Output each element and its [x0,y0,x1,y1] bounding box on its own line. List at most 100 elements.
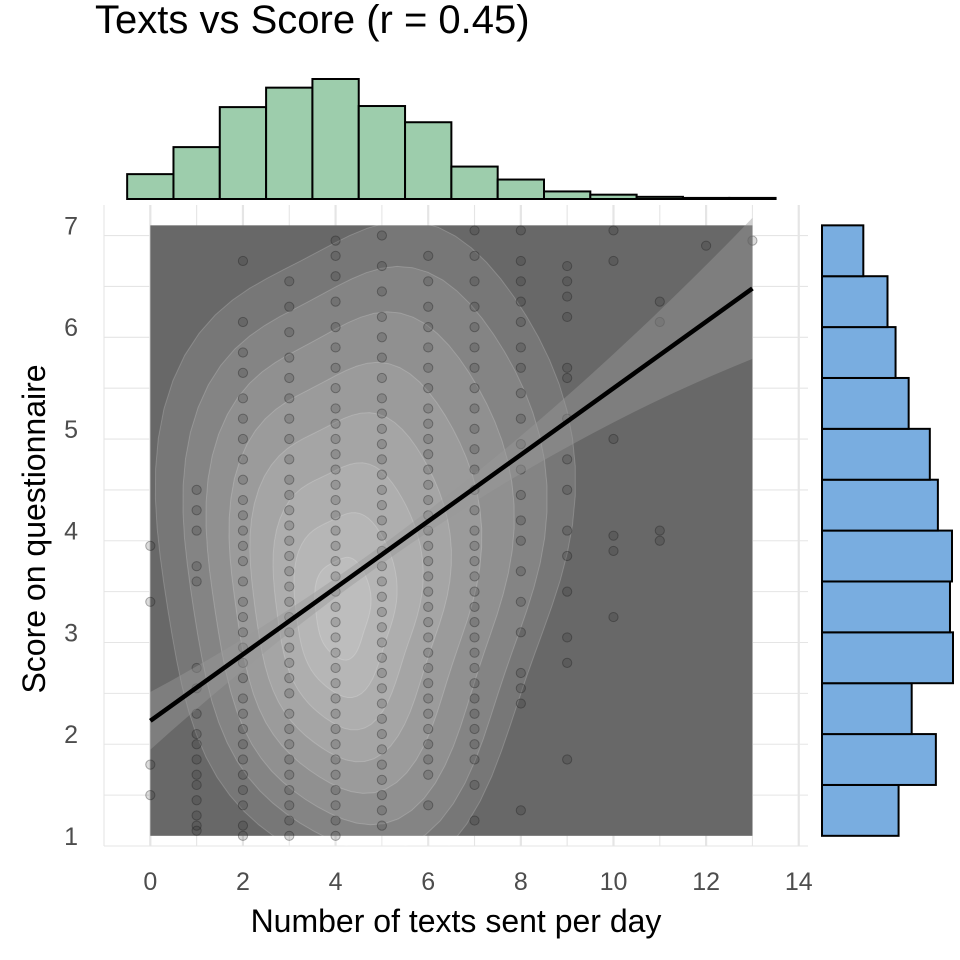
data-point [284,739,295,750]
data-point [469,225,480,236]
data-point [423,383,434,394]
density-contours [150,220,753,846]
data-point [330,296,341,307]
y-hist-bar [821,427,931,481]
data-point [376,698,387,709]
data-point [330,632,341,643]
data-point [608,530,619,541]
data-point [237,739,249,750]
data-point [608,433,619,445]
data-point [330,449,341,460]
data-point [469,662,480,674]
data-point [284,688,295,699]
x-hist-bar [450,165,499,200]
data-point [515,362,526,373]
data-point [284,352,295,363]
data-point [562,586,573,597]
x-hist-bar [404,121,453,200]
data-point [423,342,434,353]
chart-title: Texts vs Score (r = 0.45) [95,0,530,42]
data-point [423,662,434,674]
data-point [515,535,526,546]
data-point [376,515,387,526]
x-tick-label: 12 [692,868,720,896]
data-point [562,657,573,668]
data-point [284,489,295,501]
data-point [330,754,341,765]
data-point [376,561,387,572]
x-axis-title: Number of texts sent per day [251,903,662,939]
data-point [237,540,249,551]
data-point [423,754,434,765]
y-tick-label: 6 [64,314,78,342]
y-hist-bar [821,478,939,532]
data-point [237,673,249,684]
data-point [376,372,387,384]
data-point [469,321,480,333]
data-point [376,591,387,602]
data-point [376,500,387,511]
x-hist-bar [728,196,777,200]
data-point [469,403,480,414]
data-point [423,464,434,475]
data-point [515,413,526,424]
data-point [330,479,341,490]
data-point [330,693,341,704]
y-tick-label: 7 [64,212,78,240]
data-point [237,576,249,587]
x-axis: 0 2 4 6 8 10 12 14 [143,868,812,896]
data-point [330,601,341,612]
y-hist-bar [821,326,897,379]
x-hist-bar [265,86,314,200]
data-point [284,800,295,811]
data-point [376,393,387,404]
data-point [469,444,480,455]
data-point [423,449,434,460]
data-point [330,540,341,551]
data-point [284,301,295,312]
data-point [515,667,526,679]
data-point [237,611,249,623]
density-level [154,220,576,846]
confidence-band [150,217,753,750]
data-point [562,525,573,536]
x-hist-bar [635,195,684,201]
data-point [237,784,249,796]
y-tick-label: 3 [64,619,78,647]
data-point [608,225,619,236]
data-point [191,779,202,791]
data-point [654,535,665,546]
data-point [284,673,295,684]
data-point [469,815,480,826]
data-point [145,790,156,801]
data-point [376,576,387,587]
data-point [376,260,387,272]
y-axis-title: Score on questionnaire [16,364,52,693]
data-point [330,647,341,658]
data-point [423,769,434,780]
data-point [191,754,202,765]
data-point [423,632,434,643]
data-point [469,525,480,536]
data-point [376,606,387,618]
data-point [562,291,573,302]
data-point [330,321,341,333]
y-hist-bar [821,376,910,430]
data-point [191,484,202,495]
data-point [469,723,480,735]
data-point [330,464,341,475]
data-point [469,617,480,628]
data-point [654,316,665,328]
y-hist-bar [821,631,954,685]
data-point [654,296,665,307]
data-point [330,403,341,414]
data-point [237,754,249,765]
data-point [284,327,295,338]
data-point [237,820,249,831]
data-point [469,601,480,612]
data-point [469,342,480,353]
data-point [330,708,341,719]
data-point [562,311,573,323]
data-point [145,540,156,551]
data-point [330,525,341,536]
